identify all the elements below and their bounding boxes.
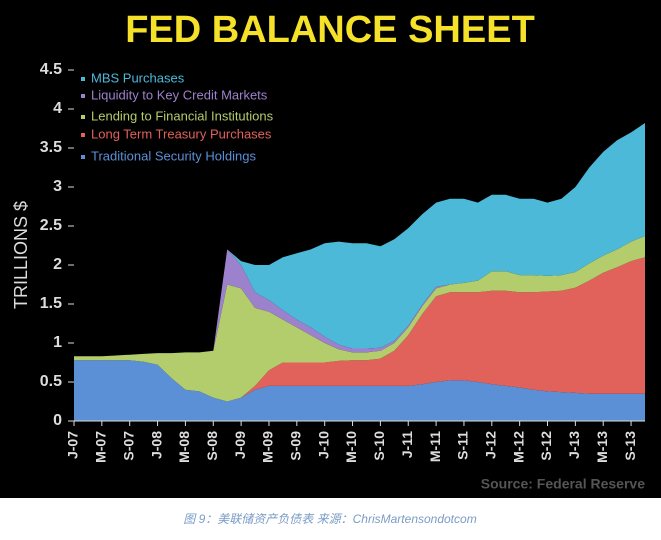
- y-tick-label: 2.5: [40, 217, 62, 234]
- area: [74, 236, 645, 357]
- legend-label: Lending to Financial Institutions: [91, 108, 274, 123]
- x-tick-label: J-13: [566, 431, 582, 459]
- legend-label: Long Term Treasury Purchases: [91, 126, 272, 141]
- y-tick-label: 3.5: [40, 139, 62, 156]
- y-tick-label: 1: [53, 334, 62, 351]
- x-tick-label: J-12: [483, 431, 499, 459]
- x-tick-label: J-08: [148, 431, 164, 459]
- x-tick-label: M-13: [594, 431, 610, 463]
- x-tick-label: S-12: [538, 431, 554, 461]
- legend-swatch: [81, 94, 85, 98]
- area: [74, 360, 645, 421]
- legend-label: Liquidity to Key Credit Markets: [91, 87, 268, 102]
- x-tick-label: S-07: [120, 431, 136, 461]
- x-tick-label: M-12: [510, 431, 526, 463]
- x-tick-label: S-13: [622, 431, 638, 461]
- x-tick-label: M-08: [176, 431, 192, 463]
- y-tick-label: 3: [53, 178, 62, 195]
- x-tick-label: J-07: [65, 431, 81, 459]
- y-tick-label: 0: [53, 412, 62, 429]
- legend-label: Traditional Security Holdings: [91, 148, 256, 163]
- area: [74, 257, 645, 402]
- x-tick-label: M-11: [427, 431, 443, 462]
- x-tick-label: S-11: [455, 431, 471, 460]
- source: Source: Federal Reserve: [481, 476, 645, 492]
- x-tick-label: J-09: [232, 431, 248, 459]
- legend-swatch: [81, 77, 85, 81]
- legend-swatch: [81, 115, 85, 119]
- y-tick-label: 0.5: [40, 373, 62, 390]
- x-tick-label: J-11: [399, 431, 415, 458]
- y-tick-label: 1.5: [40, 295, 62, 312]
- x-tick-label: M-07: [93, 431, 109, 463]
- y-axis-label: TRILLIONS $: [11, 201, 31, 309]
- y-tick-label: 4.5: [40, 61, 62, 78]
- x-tick-label: J-10: [315, 431, 331, 459]
- x-tick-label: M-10: [343, 431, 359, 463]
- chart-title: FED BALANCE SHEET: [125, 9, 535, 51]
- x-tick-label: S-09: [288, 431, 304, 461]
- caption: 图 9：美联储资产负债表 来源：ChrisMartensondotcom: [183, 512, 476, 526]
- y-tick-label: 4: [53, 100, 62, 117]
- x-tick-label: M-09: [260, 431, 276, 463]
- area: [74, 123, 645, 357]
- x-tick-label: S-10: [371, 431, 387, 461]
- x-tick-label: S-08: [204, 431, 220, 461]
- legend-swatch: [81, 133, 85, 137]
- y-tick-label: 2: [53, 256, 62, 273]
- area: [74, 236, 645, 402]
- legend-label: MBS Purchases: [91, 70, 185, 85]
- legend-swatch: [81, 155, 85, 159]
